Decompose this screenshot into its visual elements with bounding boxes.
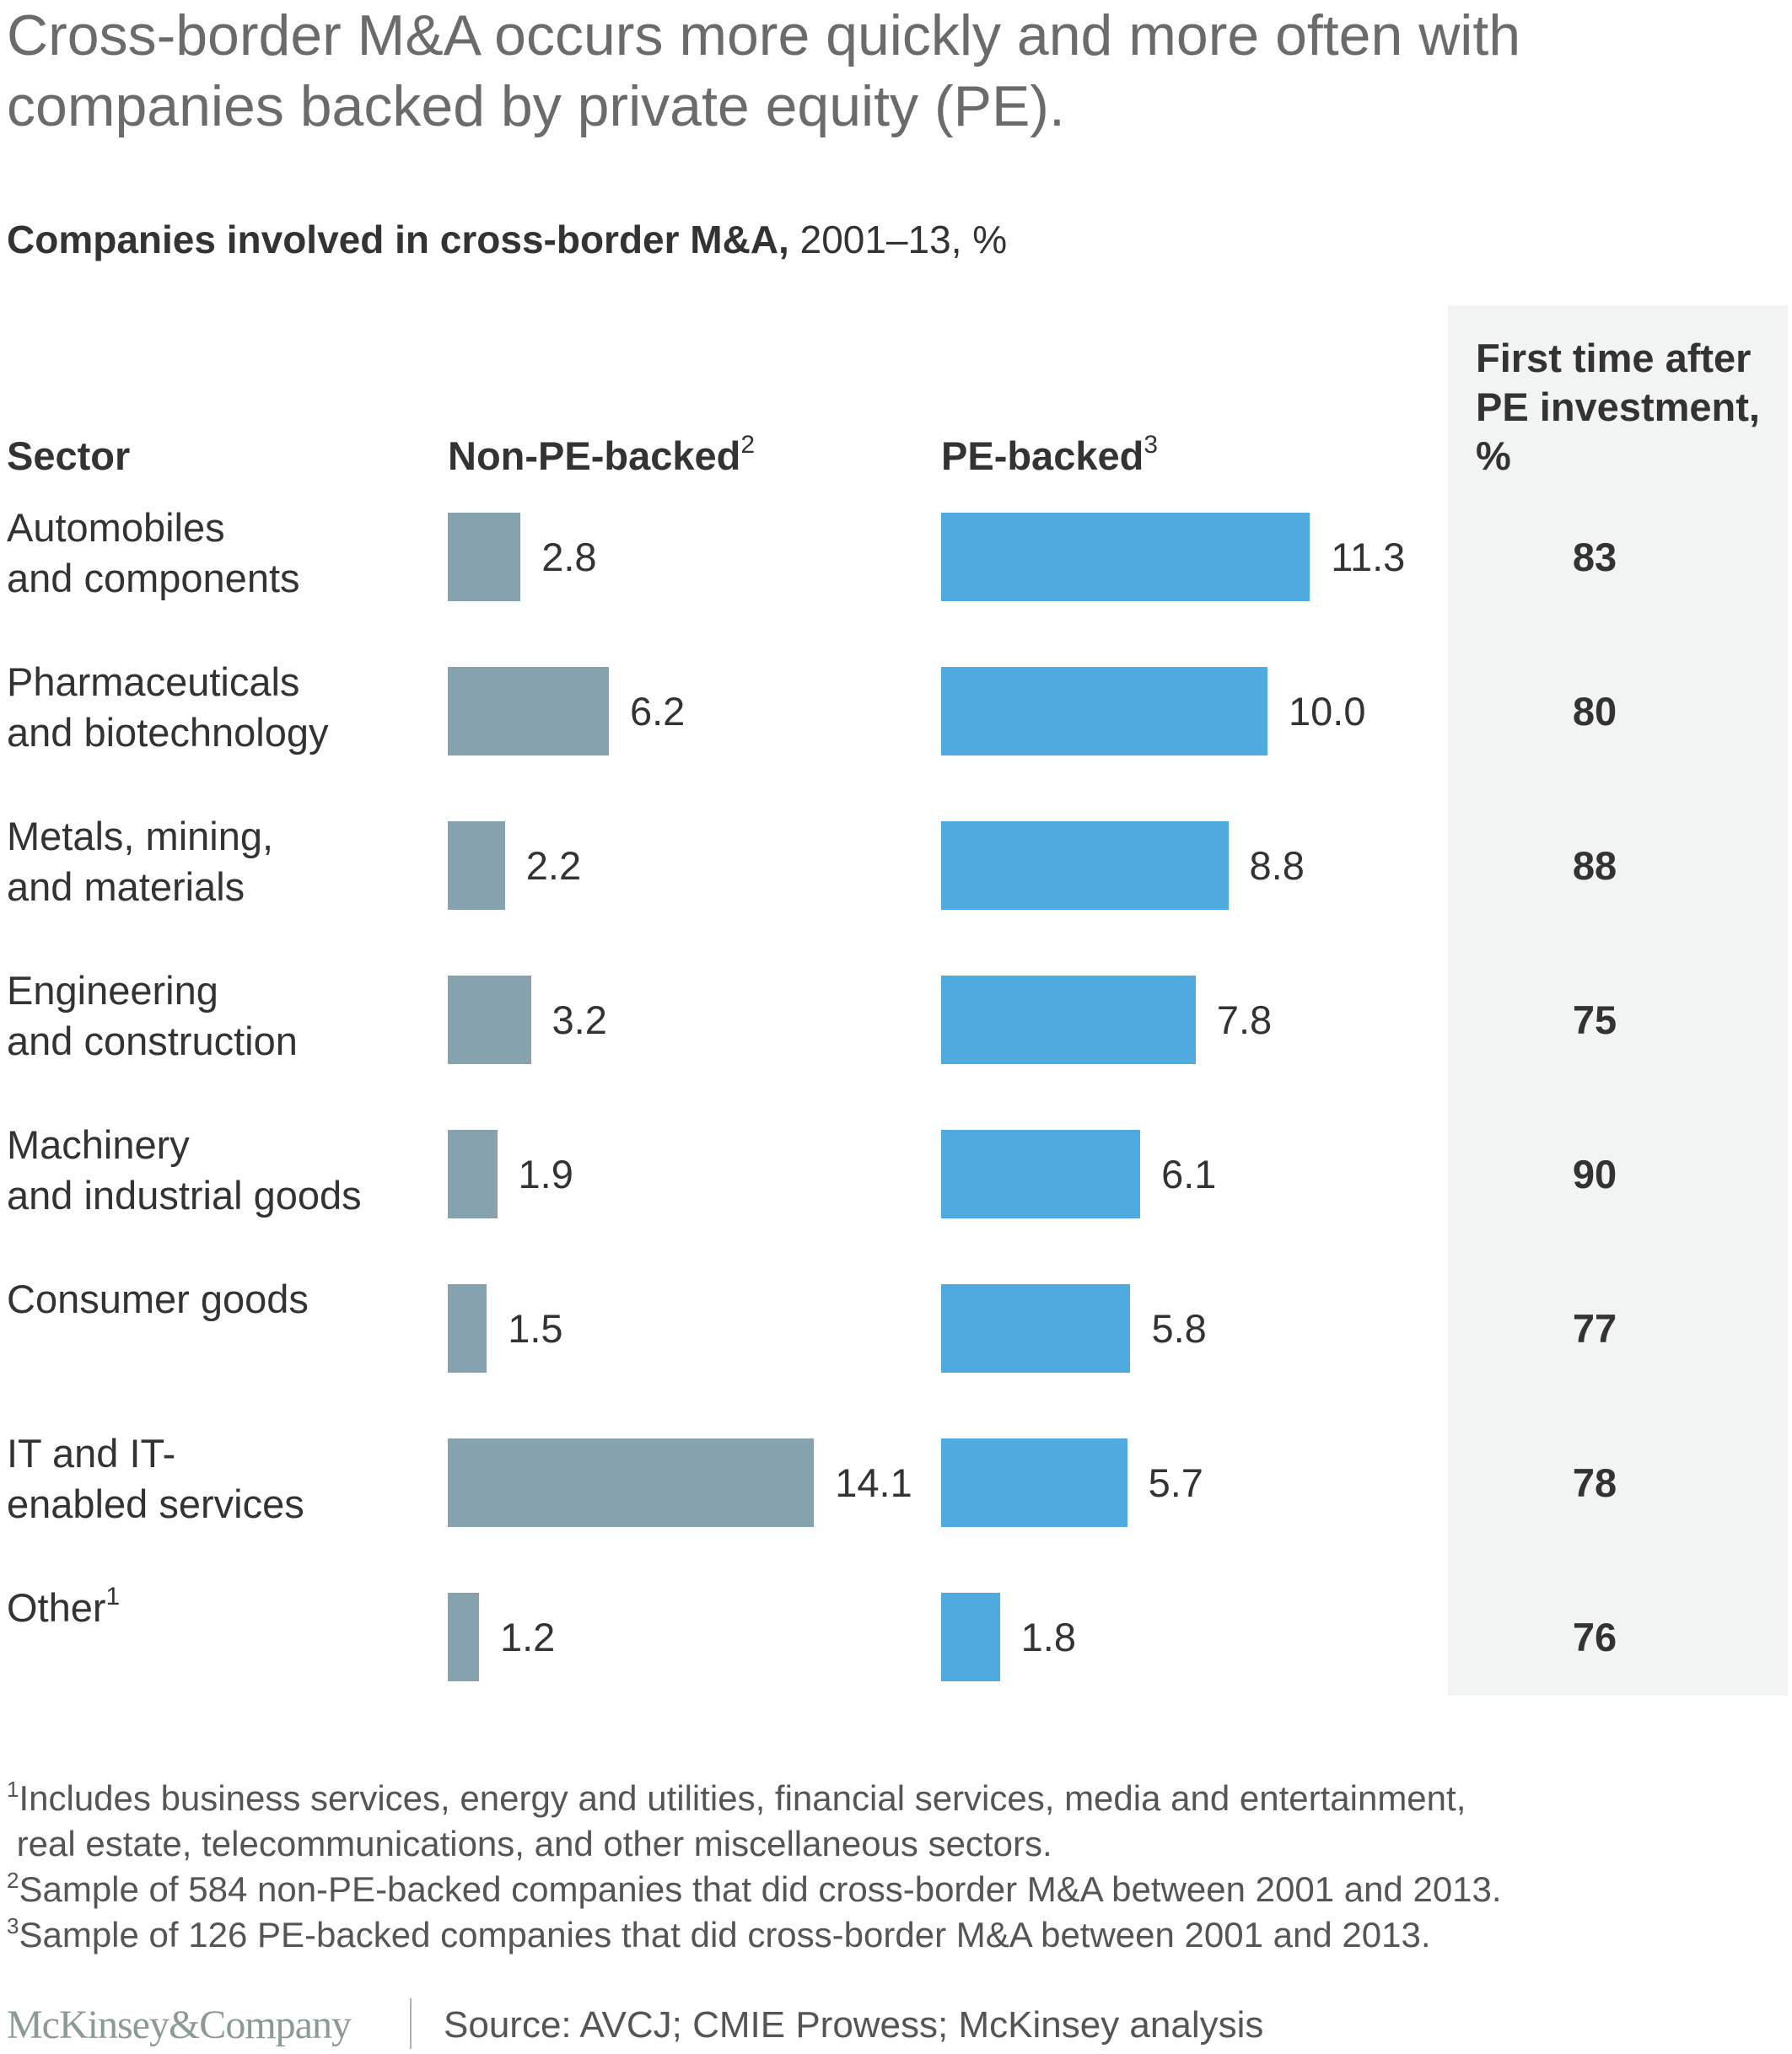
mckinsey-logo: McKinsey&Company — [7, 2003, 352, 2047]
sector-label: Machinery and industrial goods — [7, 1120, 412, 1221]
pe-bar — [941, 1130, 1141, 1218]
first-time-value: 78 — [1572, 1460, 1617, 1505]
footnote-mark: 1 — [7, 1777, 19, 1802]
non-pe-bar — [448, 667, 609, 755]
footnote-line: real estate, telecommunications, and oth… — [7, 1821, 1052, 1867]
sector-label: Automobiles and components — [7, 503, 412, 604]
pe-value-label: 10.0 — [1289, 689, 1366, 734]
sector-label-line: Pharmaceuticals — [7, 659, 300, 704]
pe-value-label: 5.8 — [1151, 1306, 1207, 1351]
footnote-text: Includes business services, energy and u… — [19, 1778, 1466, 1818]
footnote-text: real estate, telecommunications, and oth… — [7, 1824, 1052, 1863]
non-pe-bar — [448, 1593, 479, 1681]
footer-divider — [410, 1998, 412, 2049]
first-time-value: 90 — [1572, 1152, 1617, 1196]
pe-bar — [941, 1438, 1127, 1527]
footnote-text: Sample of 126 PE-backed companies that d… — [19, 1915, 1431, 1955]
sector-label-line: and components — [7, 556, 300, 600]
non-pe-value-label: 2.2 — [525, 843, 582, 888]
subtitle-bold: Companies involved in cross-border M&A, — [7, 218, 789, 261]
sector-label-line: and industrial goods — [7, 1173, 362, 1218]
header-pe-label: PE-backed — [941, 433, 1144, 478]
sector-label-line: and biotechnology — [7, 710, 329, 755]
pe-bar — [941, 1284, 1131, 1373]
non-pe-bar — [448, 1130, 498, 1218]
footnote-mark: 2 — [7, 1868, 19, 1893]
sector-label-line: Other1 — [7, 1583, 121, 1631]
non-pe-value-label: 2.8 — [541, 535, 597, 579]
source-text: Source: AVCJ; CMIE Prowess; McKinsey ana… — [444, 2004, 1264, 2046]
footnote-ref-1: 1 — [105, 1583, 121, 1610]
sector-label-line: Automobiles — [7, 505, 225, 550]
sector-label-line: Consumer goods — [7, 1277, 309, 1321]
sector-label: IT and IT-enabled services — [7, 1428, 412, 1530]
sector-label: Metals, mining, and materials — [7, 811, 412, 912]
non-pe-bar — [448, 821, 505, 910]
sector-label-line: Machinery — [7, 1122, 190, 1167]
header-first-time: First time after PE investment, % — [1476, 336, 1760, 478]
title-line-2: companies backed by private equity (PE). — [7, 74, 1065, 138]
header-non-pe-label: Non-PE-backed — [448, 433, 741, 478]
first-time-value: 80 — [1572, 689, 1617, 734]
header-non-pe-backed: Non-PE-backed2 — [448, 432, 755, 481]
footnote-line: 2Sample of 584 non-PE-backed companies t… — [7, 1867, 1502, 1912]
chart-title: Cross-border M&A occurs more quickly and… — [7, 0, 1520, 142]
chart-subtitle: Companies involved in cross-border M&A, … — [7, 216, 1007, 263]
sector-label-line: Metals, mining, — [7, 814, 274, 858]
first-time-value: 77 — [1572, 1306, 1617, 1351]
sector-label: Other1 — [7, 1583, 412, 1633]
sector-label-line: IT and IT- — [7, 1431, 176, 1476]
first-time-value: 76 — [1572, 1615, 1617, 1659]
sector-label-line: enabled services — [7, 1481, 304, 1526]
pe-value-label: 8.8 — [1249, 843, 1305, 888]
first-time-value: 88 — [1572, 843, 1617, 888]
non-pe-bar — [448, 976, 531, 1064]
footnote-ref-3: 3 — [1144, 431, 1159, 459]
non-pe-value-label: 1.9 — [518, 1152, 573, 1196]
pe-bar — [941, 1593, 1000, 1681]
sector-label-line: and materials — [7, 864, 245, 909]
non-pe-value-label: 1.5 — [508, 1306, 563, 1351]
footnote-line: 1Includes business services, energy and … — [7, 1776, 1466, 1821]
pe-bar — [941, 513, 1310, 601]
non-pe-value-label: 14.1 — [835, 1460, 912, 1505]
pe-value-label: 7.8 — [1216, 997, 1273, 1042]
pe-value-label: 11.3 — [1331, 535, 1406, 579]
non-pe-value-label: 6.2 — [629, 689, 686, 734]
pe-value-label: 1.8 — [1020, 1615, 1076, 1659]
sector-label-line: Engineering — [7, 968, 218, 1013]
non-pe-value-label: 1.2 — [499, 1615, 556, 1659]
first-time-value: 75 — [1572, 997, 1617, 1042]
sector-label: Consumer goods — [7, 1274, 412, 1325]
title-line-1: Cross-border M&A occurs more quickly and… — [7, 3, 1521, 67]
sector-label: Engineering and construction — [7, 965, 412, 1067]
sector-label-line: and construction — [7, 1019, 298, 1063]
pe-value-label: 5.7 — [1148, 1460, 1203, 1505]
header-sector: Sector — [7, 433, 131, 478]
non-pe-bar — [448, 1284, 487, 1373]
footnote-text: Sample of 584 non-PE-backed companies th… — [19, 1869, 1502, 1909]
sector-label: Pharmaceuticals and biotechnology — [7, 657, 412, 758]
pe-bar — [941, 976, 1196, 1064]
footnote-line: 3Sample of 126 PE-backed companies that … — [7, 1912, 1431, 1958]
pe-value-label: 6.1 — [1161, 1152, 1217, 1196]
footnote-ref-2: 2 — [740, 431, 756, 459]
first-time-panel — [1448, 305, 1788, 1696]
header-pe-backed: PE-backed3 — [941, 432, 1158, 481]
first-time-value: 83 — [1572, 535, 1617, 579]
non-pe-bar — [448, 513, 521, 601]
non-pe-bar — [448, 1438, 815, 1527]
pe-bar — [941, 667, 1267, 755]
pe-bar — [941, 821, 1229, 910]
non-pe-value-label: 3.2 — [552, 997, 607, 1042]
footnote-mark: 3 — [7, 1913, 19, 1938]
subtitle-regular: 2001–13, % — [788, 218, 1008, 261]
